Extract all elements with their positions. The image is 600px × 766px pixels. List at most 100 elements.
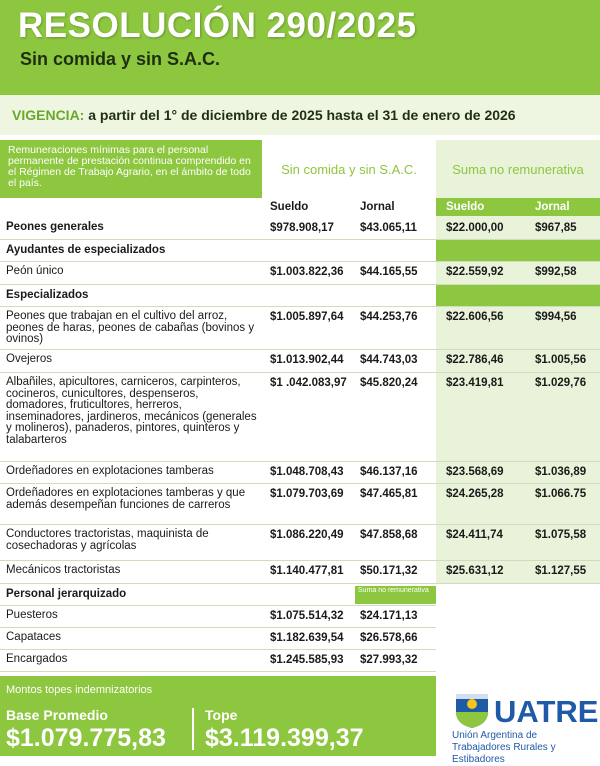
logo-caption: Unión Argentina de Trabajadores Rurales …: [452, 730, 556, 765]
cell-value: $994,56: [535, 311, 577, 323]
row-border: [0, 261, 600, 262]
cell-value: $22.606,56: [446, 311, 504, 323]
cell-value: $967,85: [535, 222, 577, 234]
cell-value: $1.005,56: [535, 354, 587, 366]
cell-value: $45.820,24: [360, 377, 418, 389]
cell-value: $25.631,12: [446, 565, 504, 577]
cell-value: $1.029,76: [535, 377, 587, 389]
row-border: [0, 372, 600, 373]
row-border: [0, 671, 436, 672]
cell-value: $26.578,66: [360, 632, 418, 644]
row-label: Capataces: [6, 631, 61, 643]
group-header: Sin comida y sin S.A.C.: [281, 161, 417, 177]
row-border: [0, 284, 600, 285]
row-border: [0, 649, 436, 650]
cell-value: $1.127,55: [535, 565, 587, 577]
cell-value: $27.993,32: [360, 654, 418, 666]
cell-value: $1.182.639,54: [270, 632, 344, 644]
row-label: Conductores tractoristas, maquinista de …: [6, 528, 209, 552]
row-label: Peones generales: [6, 221, 104, 233]
row-border: [0, 349, 600, 350]
cell-value: $22.000,00: [446, 222, 504, 234]
footer-label: Base Promedio: [6, 707, 108, 723]
cell-value: $47.465,81: [360, 488, 418, 500]
cell-value: $23.568,69: [446, 466, 504, 478]
row-label: Ordeñadores en explotaciones tamberas: [6, 465, 214, 477]
row-border: [0, 306, 600, 307]
row-label: Puesteros: [6, 609, 58, 621]
row-label: Ordeñadores en explotaciones tamberas y …: [6, 487, 246, 511]
cell-value: $1.075,58: [535, 529, 587, 541]
group-header: Suma no remunerativa: [452, 161, 584, 177]
section-bar: [436, 240, 600, 262]
cell-value: $43.065,11: [360, 222, 417, 234]
cell-value: $22.786,46: [446, 354, 504, 366]
cell-value: $1.140.477,81: [270, 565, 344, 577]
cell-value: $24.171,13: [360, 610, 418, 622]
cell-value: $1.003.822,36: [270, 266, 344, 278]
row-border: [0, 605, 436, 606]
column-header: Jornal: [535, 201, 570, 213]
footer-band: [0, 676, 436, 756]
cell-value: $46.137,16: [360, 466, 418, 478]
footer-label: Tope: [205, 707, 238, 723]
cell-value: $23.419,81: [446, 377, 504, 389]
column-header: Sueldo: [270, 201, 309, 213]
cell-value: $1 .042.083,97: [270, 377, 347, 389]
cell-value: $44.253,76: [360, 311, 418, 323]
row-border: [0, 524, 600, 525]
cell-value: $1.036,89: [535, 466, 587, 478]
row-label: Peones que trabajan en el cultivo del ar…: [6, 310, 255, 345]
cell-value: $24.411,74: [446, 529, 503, 541]
cell-value: $1.066.75: [535, 488, 587, 500]
row-border: [0, 483, 600, 484]
row-label: Encargados: [6, 653, 68, 665]
footer-divider: [192, 708, 194, 750]
cell-value: $1.079.703,69: [270, 488, 344, 500]
col-header-band: [436, 198, 600, 216]
section-bar: [436, 285, 600, 307]
vigencia: VIGENCIA: a partir del 1° de diciembre d…: [12, 107, 516, 123]
title: RESOLUCIÓN 290/2025: [18, 6, 417, 45]
cell-value: $978.908,17: [270, 222, 334, 234]
vigencia-text: a partir del 1° de diciembre de 2025 has…: [88, 107, 516, 123]
cell-value: $1.005.897,64: [270, 311, 344, 323]
cell-value: $1.245.585,93: [270, 654, 344, 666]
section-label: Personal jerarquizado: [6, 588, 127, 600]
subtitle: Sin comida y sin S.A.C.: [20, 49, 221, 69]
cell-value: $47.858,68: [360, 529, 418, 541]
row-label: Ovejeros: [6, 353, 53, 365]
cell-value: $1.048.708,43: [270, 466, 344, 478]
intro: Remuneraciones mínimas para el personal …: [0, 140, 262, 198]
row-label: Peón único: [6, 265, 64, 277]
section-label: Especializados: [6, 289, 89, 301]
cell-value: $1.075.514,32: [270, 610, 344, 622]
footer-value: $1.079.775,83: [6, 724, 166, 752]
row-border: [0, 461, 600, 462]
cell-value: $1.013.902,44: [270, 354, 344, 366]
cell-value: $24.265,28: [446, 488, 504, 500]
cell-value: $1.086.220,49: [270, 529, 344, 541]
cell-value: $50.171,32: [360, 565, 418, 577]
row-label: Mecánicos tractoristas: [6, 564, 121, 576]
cell-value: $992,58: [535, 266, 577, 278]
column-header: Jornal: [360, 201, 395, 213]
footer-heading: Montos topes indemnizatorios: [6, 684, 153, 696]
cell-value: $44.743,03: [360, 354, 418, 366]
cell-value: $22.559,92: [446, 266, 504, 278]
row-border: [0, 560, 600, 561]
cell-value: $44.165,55: [360, 266, 418, 278]
row-label: Albañiles, apicultores, carniceros, carp…: [6, 376, 257, 446]
note: Suma no remunerativa: [355, 586, 436, 604]
logo-shield: [456, 694, 488, 728]
vigencia-label: VIGENCIA:: [12, 107, 85, 123]
row-border: [0, 583, 600, 584]
vigencia-band: [0, 95, 600, 135]
column-header: Sueldo: [446, 201, 485, 213]
row-border: [0, 627, 436, 628]
row-border: [0, 239, 600, 240]
section-label: Ayudantes de especializados: [6, 244, 166, 256]
header-band: [0, 0, 600, 95]
